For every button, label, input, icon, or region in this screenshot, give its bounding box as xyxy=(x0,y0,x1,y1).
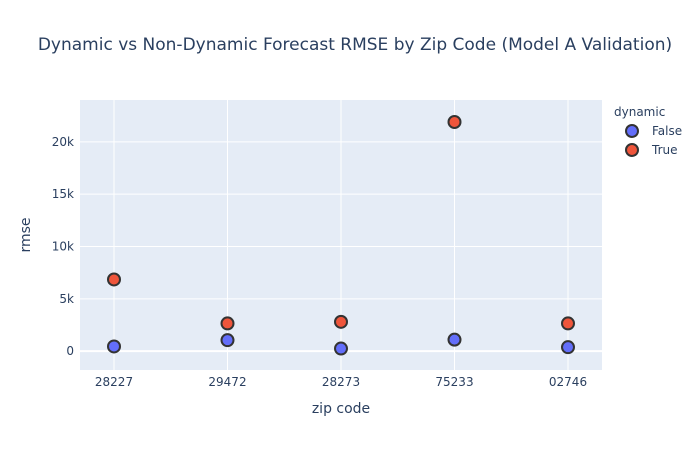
y-tick-label: 10k xyxy=(52,240,74,254)
y-tick-label: 15k xyxy=(52,187,74,201)
x-tick-label: 02746 xyxy=(549,375,587,389)
chart-title: Dynamic vs Non-Dynamic Forecast RMSE by … xyxy=(38,35,672,55)
y-tick-labels: 0 5k 10k 15k 20k xyxy=(52,135,74,358)
marker-true-29472 xyxy=(220,316,235,331)
legend-label: False xyxy=(652,124,682,138)
marker-false-28273 xyxy=(334,341,348,356)
x-tick-labels: 28227 29472 28273 75233 02746 xyxy=(95,375,587,389)
x-tick-label: 28273 xyxy=(322,375,360,389)
legend-title: dynamic xyxy=(614,105,665,119)
marker-true-28227 xyxy=(107,272,121,287)
y-tick-label: 5k xyxy=(59,292,74,306)
x-axis-title: zip code xyxy=(312,401,370,417)
marker-false-28227 xyxy=(107,339,121,354)
legend-marker xyxy=(625,143,639,157)
x-tick-label: 28227 xyxy=(95,375,133,389)
marker-true-28273 xyxy=(334,314,348,329)
legend-item-false[interactable]: False xyxy=(625,124,682,138)
legend-items[interactable]: False True xyxy=(625,124,682,157)
legend-label: True xyxy=(651,143,678,157)
marker-false-02746 xyxy=(561,340,575,355)
marker-false-29472 xyxy=(220,333,235,348)
data-markers xyxy=(107,114,575,356)
marker-true-75233 xyxy=(447,114,462,129)
marker-true-02746 xyxy=(561,316,575,331)
x-tick-label: 75233 xyxy=(435,375,473,389)
legend-marker xyxy=(625,124,639,138)
y-axis-title: rmse xyxy=(18,217,34,252)
y-tick-label: 20k xyxy=(52,135,74,149)
legend[interactable]: dynamic False True xyxy=(614,105,682,157)
marker-false-75233 xyxy=(447,332,462,347)
x-tick-label: 29472 xyxy=(208,375,246,389)
legend-item-true[interactable]: True xyxy=(625,143,678,157)
y-tick-label: 0 xyxy=(66,344,74,358)
